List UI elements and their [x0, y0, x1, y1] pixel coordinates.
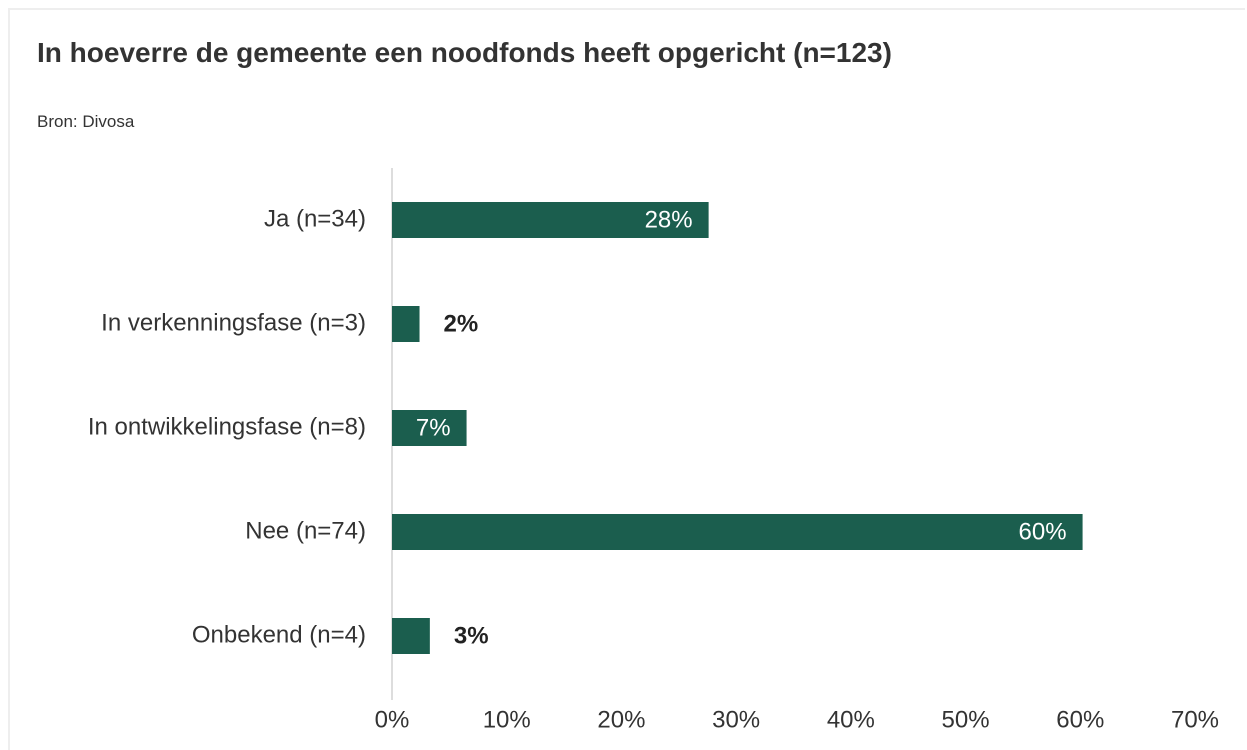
bar: [392, 410, 467, 446]
y-tick-label: Onbekend (n=4): [192, 621, 366, 648]
x-tick-label: 40%: [827, 706, 875, 733]
x-tick-label: 10%: [483, 706, 531, 733]
x-tick-label: 50%: [942, 706, 990, 733]
bar: [392, 306, 420, 342]
frame: [8, 8, 1245, 750]
x-tick-label: 0%: [375, 706, 410, 733]
value-label: 28%: [645, 206, 693, 233]
y-tick-label: Ja (n=34): [264, 205, 366, 232]
chart-title: In hoeverre de gemeente een noodfonds he…: [37, 37, 892, 68]
x-tick-label: 60%: [1056, 706, 1104, 733]
y-tick-label: Nee (n=74): [245, 517, 366, 544]
x-tick-label: 70%: [1171, 706, 1219, 733]
x-tick-label: 20%: [597, 706, 645, 733]
bar: [392, 514, 1083, 550]
x-tick-label: 30%: [712, 706, 760, 733]
bar: [392, 202, 709, 238]
bar: [392, 618, 430, 654]
value-label: 7%: [416, 414, 451, 441]
value-label: 2%: [444, 310, 479, 337]
y-tick-label: In verkenningsfase (n=3): [101, 309, 366, 336]
y-tick-label: In ontwikkelingsfase (n=8): [88, 413, 366, 440]
value-label: 60%: [1019, 518, 1067, 545]
chart-subtitle: Bron: Divosa: [37, 112, 135, 131]
value-label: 3%: [454, 622, 489, 649]
